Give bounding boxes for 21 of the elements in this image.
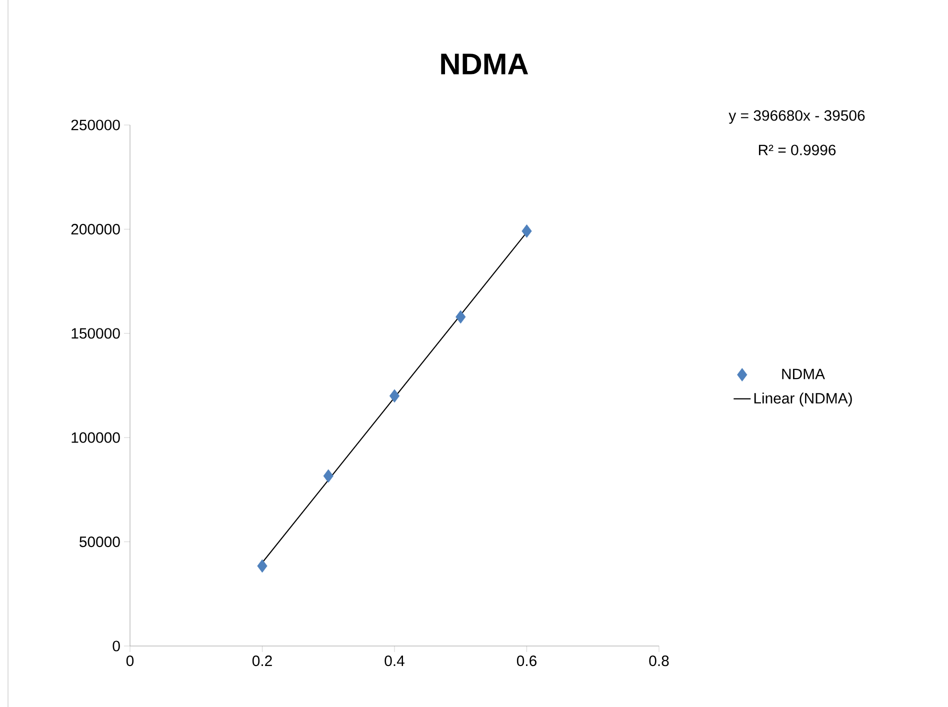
x-tick-label: 0 bbox=[126, 656, 134, 666]
y-tick-label: 150000 bbox=[72, 328, 120, 339]
chart-title: NDMA bbox=[441, 54, 528, 74]
x-tick-label: 0.2 bbox=[252, 656, 272, 666]
point bbox=[389, 389, 400, 403]
x-tick-label: 0.6 bbox=[516, 656, 536, 666]
point bbox=[456, 310, 466, 324]
y-tick-label: 100000 bbox=[72, 432, 120, 443]
legend-label: Linear (NDMA) bbox=[754, 392, 852, 407]
x-tick-label: 0.8 bbox=[649, 656, 669, 666]
point bbox=[323, 469, 334, 483]
text: R² = 0.9996 bbox=[758, 144, 836, 156]
y-tick-label: 200000 bbox=[71, 224, 120, 234]
legend-label: NDMA bbox=[782, 368, 825, 380]
y-tick-label: 250000 bbox=[71, 120, 120, 130]
point bbox=[257, 559, 268, 573]
x-tick-label: 0.4 bbox=[384, 656, 404, 666]
text: y = 396680x - 39506 bbox=[728, 110, 865, 124]
y-tick-label: 50000 bbox=[80, 536, 120, 548]
y-tick-label: 0 bbox=[112, 640, 120, 652]
point bbox=[522, 224, 532, 238]
